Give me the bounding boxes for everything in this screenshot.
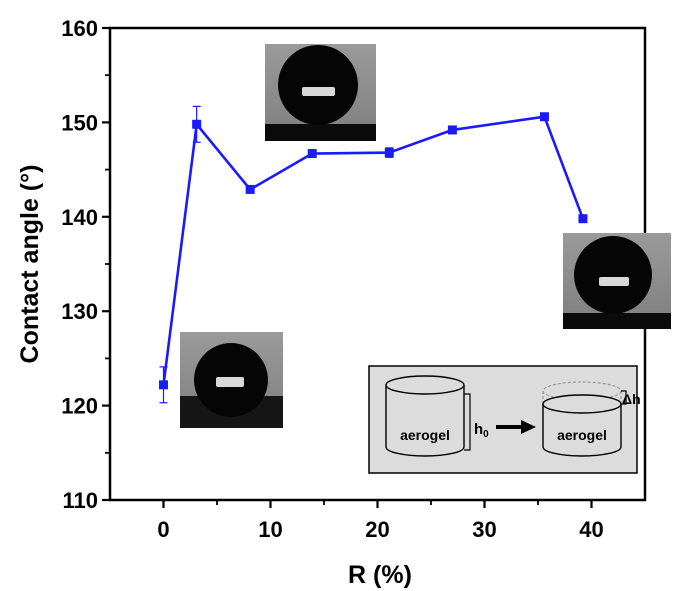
x-axis-label: R (%)	[348, 561, 412, 589]
aerogel-schematic-inset: aerogel h0 aerogel Δh	[368, 365, 641, 474]
delta-h-label: Δh	[622, 391, 641, 407]
aerogel-cylinder-right: aerogel	[542, 381, 622, 457]
x-tick-label: 40	[579, 517, 603, 542]
x-tick-label: 20	[365, 517, 389, 542]
y-tick-label: 150	[61, 110, 98, 135]
y-axis-label: Contact angle (°)	[16, 165, 44, 364]
x-tick-label: 0	[157, 517, 169, 542]
y-tick-label: 160	[61, 16, 98, 41]
x-tick-label: 30	[472, 517, 496, 542]
aerogel-label-right: aerogel	[557, 427, 607, 443]
droplet-image-bottom-left	[180, 332, 283, 428]
data-point	[245, 184, 255, 194]
series-line	[162, 115, 585, 385]
droplet-image-top	[265, 44, 376, 141]
x-tick-label: 10	[258, 517, 282, 542]
axis-tick-labels: 0 10 20 30 40 110 120 130 140 150 160	[61, 16, 603, 542]
data-point	[159, 380, 168, 390]
delta-h-bracket	[621, 390, 627, 405]
y-tick-label: 110	[63, 488, 99, 513]
aerogel-label-left: aerogel	[400, 427, 450, 443]
data-point	[192, 119, 202, 129]
h0-bracket	[464, 393, 471, 451]
data-point	[447, 125, 457, 135]
droplet-image-right	[563, 233, 671, 329]
h0-label: h0	[474, 421, 489, 440]
axis-ticks	[102, 26, 593, 508]
data-point	[307, 149, 317, 159]
data-point	[539, 112, 549, 122]
series-layer	[159, 105, 588, 404]
data-point	[384, 148, 394, 158]
data-point	[578, 214, 588, 224]
y-tick-label: 140	[61, 205, 98, 230]
aerogel-cylinder-left: aerogel	[385, 375, 465, 457]
y-tick-label: 130	[61, 299, 98, 324]
y-tick-label: 120	[61, 394, 98, 419]
arrow-icon	[496, 420, 536, 434]
